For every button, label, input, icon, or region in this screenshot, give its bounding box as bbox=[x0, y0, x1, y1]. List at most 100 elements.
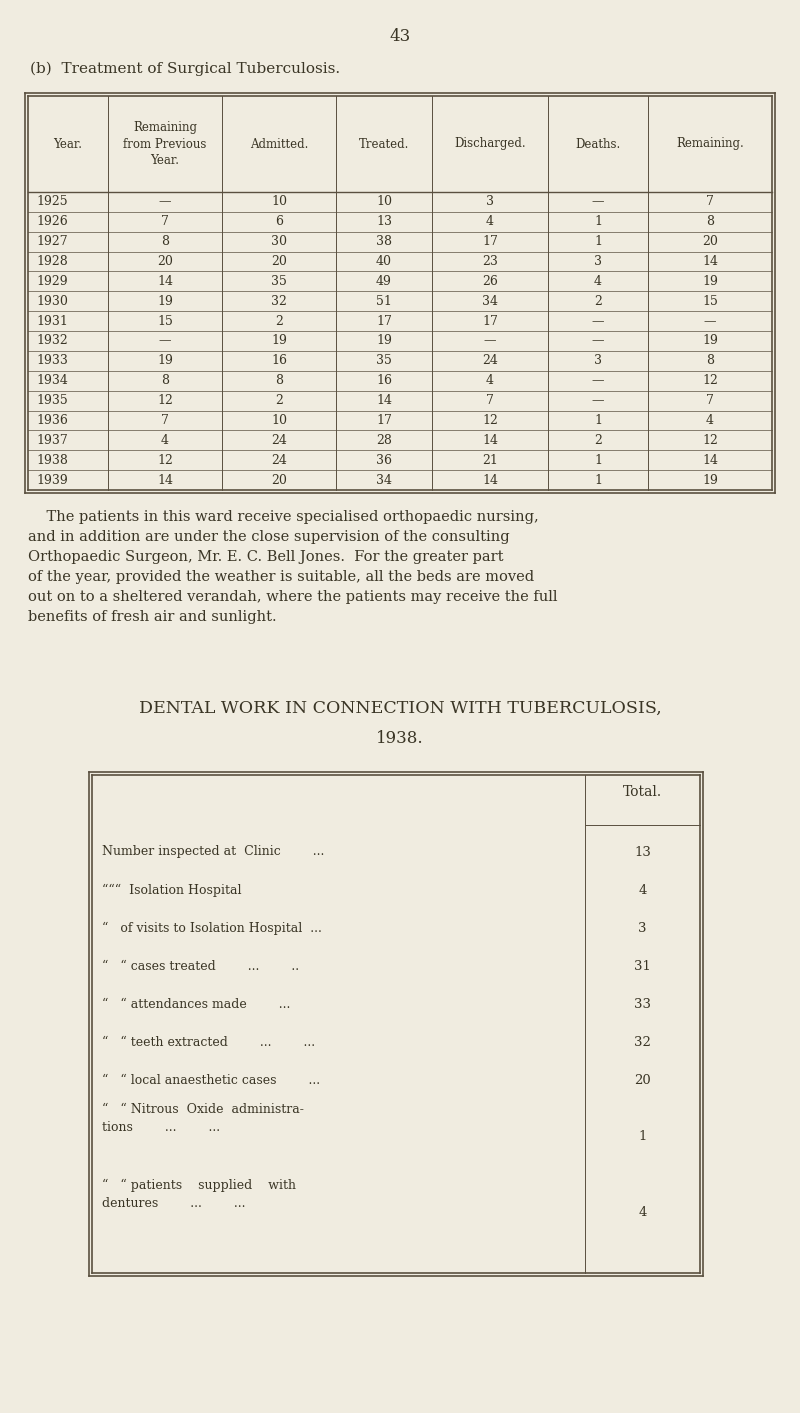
Text: 16: 16 bbox=[271, 355, 287, 367]
Text: benefits of fresh air and sunlight.: benefits of fresh air and sunlight. bbox=[28, 610, 277, 625]
Text: 12: 12 bbox=[482, 414, 498, 427]
Text: 23: 23 bbox=[482, 254, 498, 268]
Text: 1933: 1933 bbox=[36, 355, 68, 367]
Text: —: — bbox=[592, 195, 604, 209]
Text: 2: 2 bbox=[275, 394, 283, 407]
Text: 24: 24 bbox=[271, 454, 287, 466]
Text: 12: 12 bbox=[157, 454, 173, 466]
Text: 13: 13 bbox=[634, 845, 651, 859]
Text: 1: 1 bbox=[594, 473, 602, 486]
Text: 49: 49 bbox=[376, 276, 392, 288]
Text: 43: 43 bbox=[390, 28, 410, 45]
Text: 19: 19 bbox=[376, 335, 392, 348]
Text: (b)  Treatment of Surgical Tuberculosis.: (b) Treatment of Surgical Tuberculosis. bbox=[30, 62, 340, 76]
Text: 4: 4 bbox=[638, 883, 646, 896]
Text: 20: 20 bbox=[702, 235, 718, 249]
Text: 19: 19 bbox=[702, 276, 718, 288]
Text: 7: 7 bbox=[161, 215, 169, 229]
Text: “   “ Nitrous  Oxide  administra-: “ “ Nitrous Oxide administra- bbox=[102, 1104, 304, 1116]
Text: 3: 3 bbox=[594, 355, 602, 367]
Text: 35: 35 bbox=[376, 355, 392, 367]
Text: 19: 19 bbox=[157, 295, 173, 308]
Text: 1927: 1927 bbox=[36, 235, 68, 249]
Text: 1: 1 bbox=[594, 454, 602, 466]
Text: 2: 2 bbox=[275, 315, 283, 328]
Text: 10: 10 bbox=[271, 195, 287, 209]
Text: and in addition are under the close supervision of the consulting: and in addition are under the close supe… bbox=[28, 530, 510, 544]
Text: 1938.: 1938. bbox=[376, 731, 424, 747]
Text: Remaining.: Remaining. bbox=[676, 137, 744, 151]
Text: 8: 8 bbox=[161, 374, 169, 387]
Text: 21: 21 bbox=[482, 454, 498, 466]
Text: 14: 14 bbox=[376, 394, 392, 407]
Text: “   “ cases treated        ...        ..: “ “ cases treated ... .. bbox=[102, 959, 299, 972]
Text: “   “ local anaesthetic cases        ...: “ “ local anaesthetic cases ... bbox=[102, 1074, 320, 1087]
Text: 7: 7 bbox=[706, 195, 714, 209]
Text: 8: 8 bbox=[275, 374, 283, 387]
Text: —: — bbox=[592, 335, 604, 348]
Text: 38: 38 bbox=[376, 235, 392, 249]
Text: 14: 14 bbox=[702, 454, 718, 466]
Text: 14: 14 bbox=[482, 473, 498, 486]
Text: 19: 19 bbox=[271, 335, 287, 348]
Text: 1937: 1937 bbox=[36, 434, 68, 447]
Text: 2: 2 bbox=[594, 295, 602, 308]
Text: 6: 6 bbox=[275, 215, 283, 229]
Text: 24: 24 bbox=[482, 355, 498, 367]
Text: —: — bbox=[158, 195, 171, 209]
Text: 35: 35 bbox=[271, 276, 287, 288]
Text: 19: 19 bbox=[157, 355, 173, 367]
Text: 28: 28 bbox=[376, 434, 392, 447]
Text: 1925: 1925 bbox=[36, 195, 68, 209]
Text: —: — bbox=[484, 335, 496, 348]
Text: 34: 34 bbox=[482, 295, 498, 308]
Text: 20: 20 bbox=[634, 1074, 651, 1087]
Text: —: — bbox=[592, 394, 604, 407]
Text: 1934: 1934 bbox=[36, 374, 68, 387]
Text: 24: 24 bbox=[271, 434, 287, 447]
Text: out on to a sheltered verandah, where the patients may receive the full: out on to a sheltered verandah, where th… bbox=[28, 591, 558, 603]
Text: Orthopaedic Surgeon, Mr. E. C. Bell Jones.  For the greater part: Orthopaedic Surgeon, Mr. E. C. Bell Jone… bbox=[28, 550, 503, 564]
Text: dentures        ...        ...: dentures ... ... bbox=[102, 1197, 246, 1210]
Text: 7: 7 bbox=[161, 414, 169, 427]
Text: 1929: 1929 bbox=[36, 276, 68, 288]
Text: 7: 7 bbox=[486, 394, 494, 407]
Text: Treated.: Treated. bbox=[359, 137, 409, 151]
Text: Deaths.: Deaths. bbox=[575, 137, 621, 151]
Text: 1: 1 bbox=[594, 414, 602, 427]
Text: 1: 1 bbox=[638, 1130, 646, 1143]
Text: 13: 13 bbox=[376, 215, 392, 229]
Text: —: — bbox=[592, 374, 604, 387]
Text: 10: 10 bbox=[376, 195, 392, 209]
Text: 12: 12 bbox=[702, 434, 718, 447]
Text: 19: 19 bbox=[702, 473, 718, 486]
Text: 14: 14 bbox=[157, 473, 173, 486]
Text: 1939: 1939 bbox=[36, 473, 68, 486]
Text: Year.: Year. bbox=[54, 137, 82, 151]
Text: 1930: 1930 bbox=[36, 295, 68, 308]
Text: 17: 17 bbox=[482, 235, 498, 249]
Text: 1936: 1936 bbox=[36, 414, 68, 427]
Text: 17: 17 bbox=[376, 315, 392, 328]
Text: 17: 17 bbox=[376, 414, 392, 427]
Text: 16: 16 bbox=[376, 374, 392, 387]
Text: 8: 8 bbox=[706, 355, 714, 367]
Text: “   “ attendances made        ...: “ “ attendances made ... bbox=[102, 998, 290, 1010]
Text: 4: 4 bbox=[594, 276, 602, 288]
Text: 40: 40 bbox=[376, 254, 392, 268]
Text: 8: 8 bbox=[161, 235, 169, 249]
Text: Discharged.: Discharged. bbox=[454, 137, 526, 151]
Text: 15: 15 bbox=[157, 315, 173, 328]
Text: 12: 12 bbox=[702, 374, 718, 387]
Text: Admitted.: Admitted. bbox=[250, 137, 308, 151]
Text: —: — bbox=[704, 315, 716, 328]
Text: 4: 4 bbox=[486, 215, 494, 229]
Text: 31: 31 bbox=[634, 959, 651, 972]
Text: 4: 4 bbox=[161, 434, 169, 447]
Text: 32: 32 bbox=[634, 1036, 651, 1048]
Text: 14: 14 bbox=[482, 434, 498, 447]
Text: of the year, provided the weather is suitable, all the beds are moved: of the year, provided the weather is sui… bbox=[28, 569, 534, 584]
Text: 2: 2 bbox=[594, 434, 602, 447]
Text: 3: 3 bbox=[638, 921, 646, 934]
Text: Total.: Total. bbox=[623, 786, 662, 798]
